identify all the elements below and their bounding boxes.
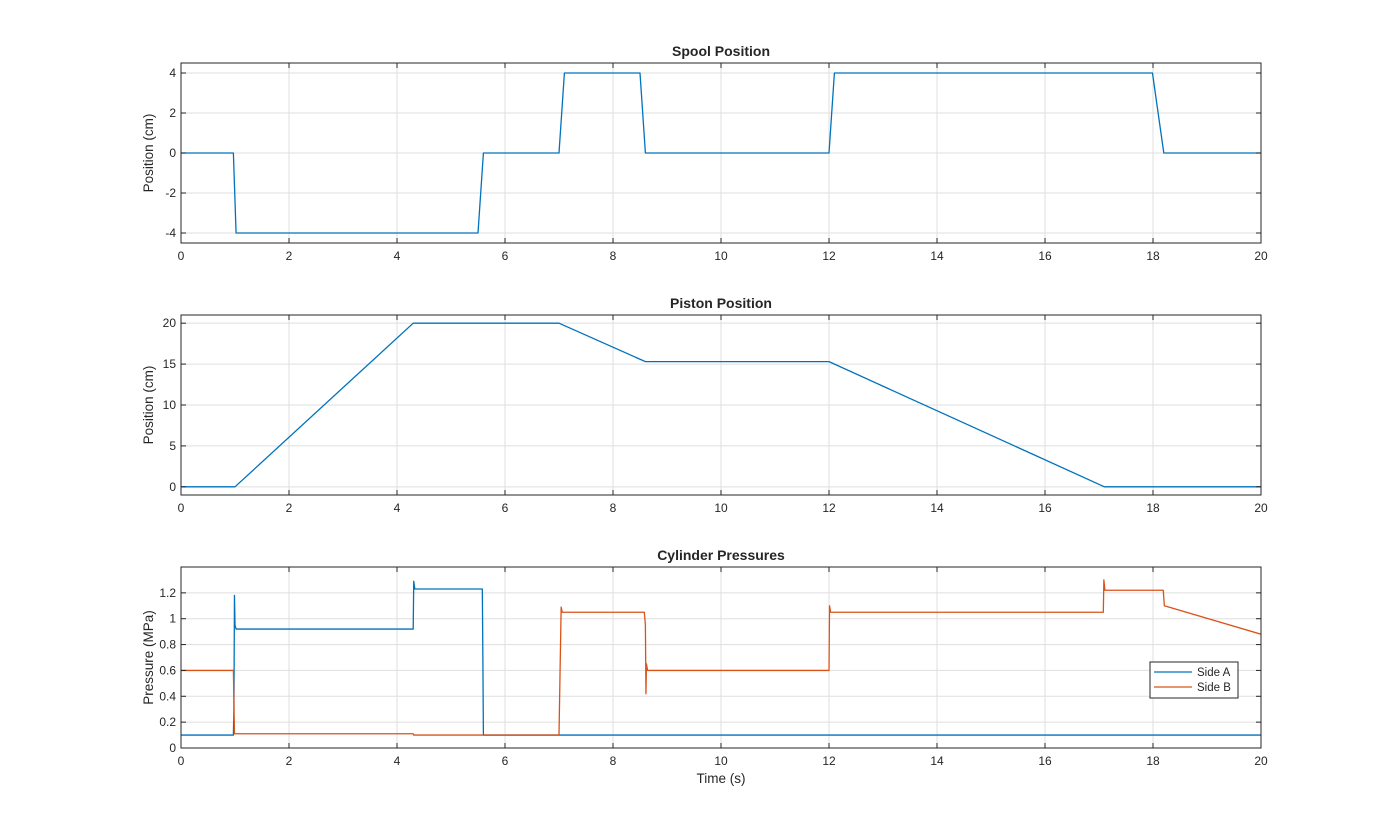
y-tick-label: 1 xyxy=(169,612,176,626)
y-tick-label: -4 xyxy=(165,226,176,240)
axes-piston-position: Piston Position Position (cm) 0 2 4 6 8 10 12 1… xyxy=(141,295,1268,515)
y-tick-label: 1.2 xyxy=(159,586,176,600)
x-tick-label: 16 xyxy=(1038,501,1052,515)
x-tick-label: 12 xyxy=(822,249,836,263)
ylabel-cylinder-pressures: Pressure (MPa) xyxy=(141,610,156,705)
x-tick-label: 10 xyxy=(714,501,728,515)
legend-label: Side B xyxy=(1197,682,1231,694)
x-tick-label: 2 xyxy=(286,249,293,263)
x-tick-label: 4 xyxy=(394,501,401,515)
y-tick-label: 0 xyxy=(169,146,176,160)
series-line-side-b xyxy=(181,579,1261,736)
y-tick-label: 15 xyxy=(163,357,177,371)
x-tick-label: 8 xyxy=(610,501,617,515)
y-tick-label: 4 xyxy=(169,66,176,80)
x-tick-label: 12 xyxy=(822,501,836,515)
x-tick-label: 2 xyxy=(286,501,293,515)
ylabel-piston-position: Position (cm) xyxy=(141,366,156,445)
series-line-1 xyxy=(181,72,1261,234)
x-tick-label: 8 xyxy=(610,754,617,768)
x-tick-label: 14 xyxy=(930,249,944,263)
legend-label: Side A xyxy=(1197,667,1231,679)
legend-box xyxy=(1149,661,1239,699)
xlabel-cylinder-pressures: Time (s) xyxy=(697,771,746,786)
ylabel-spool-position: Position (cm) xyxy=(141,114,156,193)
x-tick-label: 14 xyxy=(930,501,944,515)
x-tick-label: 18 xyxy=(1146,249,1160,263)
x-tick-label: 12 xyxy=(822,754,836,768)
x-tick-label: 20 xyxy=(1254,249,1268,263)
title-spool-position: Spool Position xyxy=(672,43,770,59)
x-tick-label: 20 xyxy=(1254,501,1268,515)
x-tick-label: 0 xyxy=(178,754,185,768)
y-tick-label: 0.4 xyxy=(159,689,176,703)
y-tick-label: 2 xyxy=(169,106,176,120)
title-cylinder-pressures: Cylinder Pressures xyxy=(657,547,785,563)
series-line-side-a xyxy=(181,580,1261,736)
x-tick-label: 18 xyxy=(1146,501,1160,515)
y-tick-label: 0.8 xyxy=(159,638,176,652)
x-tick-label: 6 xyxy=(502,501,509,515)
title-piston-position: Piston Position xyxy=(670,295,772,311)
x-tick-label: 4 xyxy=(394,754,401,768)
y-tick-label: 10 xyxy=(163,398,177,412)
y-tick-label: -2 xyxy=(165,186,176,200)
x-tick-label: 0 xyxy=(178,249,185,263)
x-tick-label: 2 xyxy=(286,754,293,768)
y-tick-label: 20 xyxy=(163,316,177,330)
x-tick-label: 8 xyxy=(610,249,617,263)
x-tick-label: 16 xyxy=(1038,754,1052,768)
x-tick-label: 6 xyxy=(502,754,509,768)
x-tick-label: 0 xyxy=(178,501,185,515)
x-tick-label: 10 xyxy=(714,249,728,263)
axes-cylinder-pressures: Cylinder Pressures Pressure (MPa) Time (… xyxy=(141,547,1268,786)
y-tick-label: 0 xyxy=(169,741,176,755)
y-tick-label: 0 xyxy=(169,480,176,494)
x-tick-label: 16 xyxy=(1038,249,1052,263)
y-tick-label: 5 xyxy=(169,439,176,453)
x-tick-label: 14 xyxy=(930,754,944,768)
x-tick-label: 20 xyxy=(1254,754,1268,768)
x-tick-label: 4 xyxy=(394,249,401,263)
x-tick-label: 10 xyxy=(714,754,728,768)
x-tick-label: 18 xyxy=(1146,754,1160,768)
x-tick-label: 6 xyxy=(502,249,509,263)
axes-spool-position: Spool Position Position (cm) 0 2 4 6 8 10 12 14… xyxy=(141,43,1268,263)
y-tick-label: 0.2 xyxy=(159,715,176,729)
series-line-1 xyxy=(181,322,1261,488)
y-tick-label: 0.6 xyxy=(159,663,176,677)
